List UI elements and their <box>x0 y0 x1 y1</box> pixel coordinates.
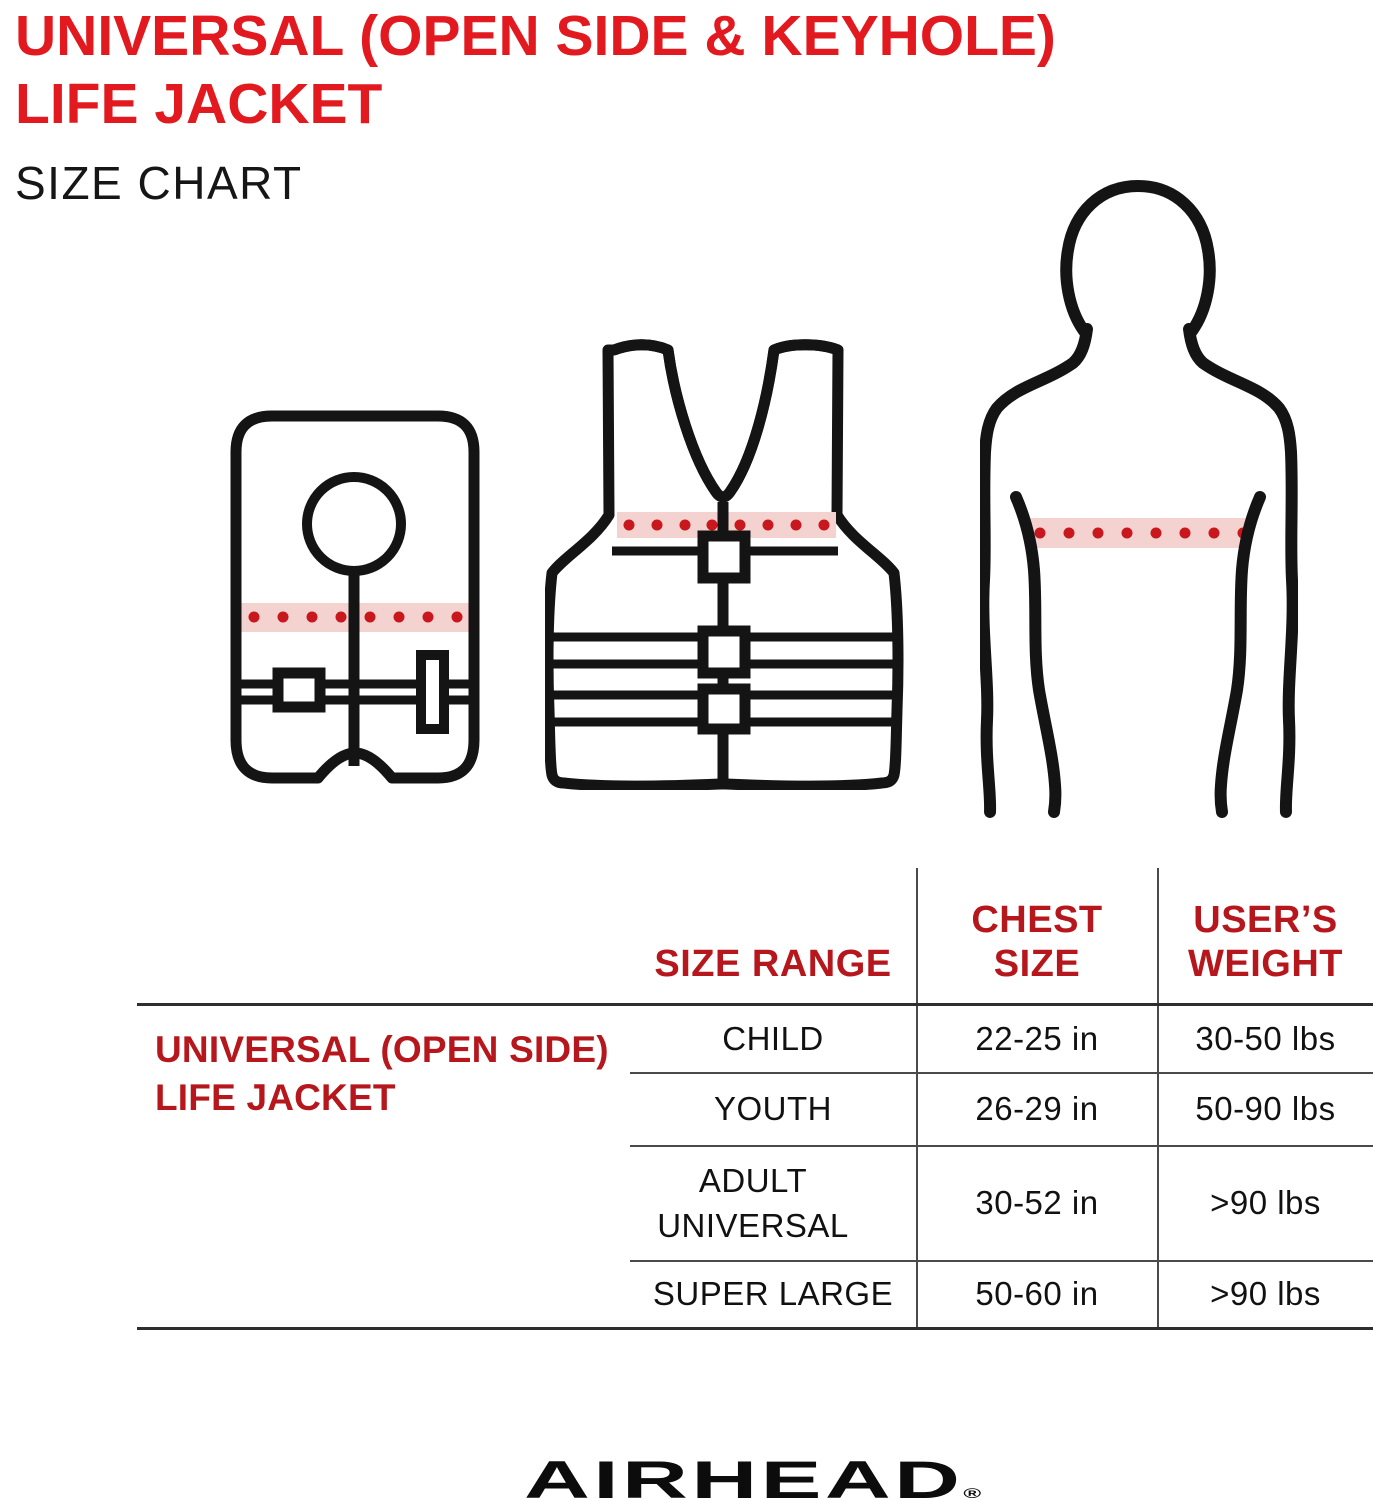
row-divider-3 <box>630 1260 1373 1262</box>
row-divider-1 <box>630 1072 1373 1074</box>
cell-chest-size: 22-25 in <box>975 1019 1099 1057</box>
cell-users-weight: >90 lbs <box>1210 1184 1321 1222</box>
keyhole-life-jacket-illustration <box>230 410 480 784</box>
column-header-users-weight: USER’S WEIGHT <box>1188 899 1343 986</box>
column-divider-1 <box>916 868 918 1327</box>
cell-size-range: CHILD <box>722 1019 824 1057</box>
right-shoulder-arm <box>1183 323 1298 818</box>
head-outline <box>1060 179 1216 337</box>
row-divider-2 <box>630 1145 1373 1147</box>
registered-trademark-icon: ® <box>963 1485 985 1500</box>
cell-chest-size: 50-60 in <box>975 1275 1099 1313</box>
header: UNIVERSAL (OPEN SIDE & KEYHOLE) LIFE JAC… <box>15 2 1056 210</box>
row-group-label-line1: UNIVERSAL (OPEN SIDE) <box>155 1029 609 1070</box>
vest-buckles <box>697 530 751 735</box>
chest-measure-dots <box>623 519 830 531</box>
chest-measure-dots <box>248 611 463 623</box>
page-title-line1: UNIVERSAL (OPEN SIDE & KEYHOLE) <box>15 4 1056 68</box>
jacket-outline <box>230 410 480 784</box>
column-header-chest-size: CHEST SIZE <box>971 899 1103 986</box>
table-top-border <box>137 1003 1373 1006</box>
column-header-size-range: SIZE RANGE <box>654 943 892 985</box>
cell-size-range: YOUTH <box>714 1090 832 1128</box>
cell-chest-size: 30-52 in <box>975 1184 1099 1222</box>
right-armpit-line <box>1214 491 1266 818</box>
cell-users-weight: >90 lbs <box>1210 1275 1321 1313</box>
torso-illustration <box>980 179 1298 818</box>
open-side-vest-illustration <box>545 339 904 790</box>
column-divider-2 <box>1157 868 1159 1327</box>
airhead-logo: AIRHEAD® <box>524 1450 985 1500</box>
left-armpit-line <box>1010 491 1062 818</box>
cell-users-weight: 30-50 lbs <box>1195 1019 1336 1057</box>
keyhole-neck-opening <box>302 472 406 576</box>
airhead-logo-wordmark: AIRHEAD <box>524 1451 964 1500</box>
table-bottom-border <box>137 1327 1373 1330</box>
row-group-label-line2: LIFE JACKET <box>155 1077 396 1119</box>
cell-users-weight: 50-90 lbs <box>1195 1090 1336 1128</box>
belt-buckle <box>272 667 326 713</box>
cell-chest-size: 26-29 in <box>975 1090 1099 1128</box>
page-title-line2: LIFE JACKET <box>15 72 383 137</box>
left-shoulder-arm <box>980 323 1093 818</box>
vest-outline-top <box>612 339 840 503</box>
strap-keeper <box>416 650 449 734</box>
cell-size-range: ADULT UNIVERSAL <box>657 1161 849 1244</box>
row-group-label: UNIVERSAL (OPEN SIDE) LIFE JACKET <box>155 1026 635 1122</box>
torso-outline <box>980 179 1298 818</box>
cell-size-range: SUPER LARGE <box>652 1275 894 1313</box>
page-subtitle: SIZE CHART <box>15 156 303 209</box>
